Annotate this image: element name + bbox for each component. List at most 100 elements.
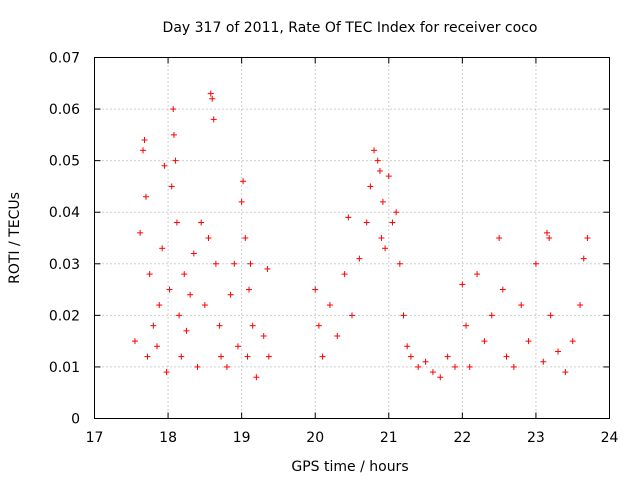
x-tick-label: 20: [306, 430, 324, 446]
data-point: [474, 271, 481, 278]
x-tick-label: 22: [453, 430, 471, 446]
data-point: [140, 147, 147, 154]
data-point: [242, 235, 249, 241]
data-point: [170, 131, 177, 138]
data-point: [190, 250, 197, 257]
data-point: [163, 369, 170, 376]
data-point: [349, 312, 355, 319]
y-tick-label: 0: [71, 412, 80, 428]
data-point: [234, 343, 241, 350]
x-tick-label: 19: [233, 430, 251, 446]
data-point: [345, 214, 352, 221]
data-point: [137, 229, 144, 236]
data-point: [371, 147, 378, 154]
data-point: [379, 198, 386, 205]
data-point: [227, 291, 234, 298]
data-point: [238, 198, 245, 205]
data-point: [312, 286, 319, 293]
x-tick-label: 23: [527, 430, 545, 446]
data-point: [247, 260, 254, 267]
data-point: [260, 332, 267, 339]
y-tick-label: 0.04: [49, 205, 80, 221]
data-point: [510, 363, 517, 370]
data-point: [168, 183, 175, 190]
data-point: [181, 271, 188, 278]
data-point: [496, 235, 503, 241]
data-point: [209, 95, 216, 102]
data-point: [463, 322, 470, 329]
data-point: [334, 332, 341, 339]
data-point: [249, 322, 256, 329]
data-point: [212, 260, 219, 267]
data-point: [525, 338, 532, 345]
data-point: [156, 302, 163, 309]
data-point: [210, 116, 217, 123]
data-point: [253, 374, 260, 381]
data-point: [396, 260, 403, 267]
data-points: [131, 90, 591, 381]
data-point: [378, 235, 385, 241]
data-point: [580, 255, 587, 262]
data-point: [264, 265, 271, 272]
data-point: [363, 219, 370, 226]
data-point: [385, 173, 392, 180]
data-point: [459, 281, 466, 288]
data-point: [540, 358, 547, 365]
data-point: [407, 353, 414, 360]
axes: 17 18 19 20 21 22 23 24 0 0.01 0.02 0.03 0.04 0.05 0.0…: [49, 51, 619, 447]
data-point: [187, 291, 194, 298]
data-point: [207, 90, 214, 97]
data-point: [170, 106, 177, 113]
data-point: [488, 312, 495, 319]
data-point: [194, 363, 201, 370]
data-point: [178, 353, 185, 360]
data-point: [429, 369, 436, 376]
data-point: [393, 209, 400, 216]
data-point: [400, 312, 407, 319]
x-axis-label: GPS time / hours: [291, 459, 408, 475]
data-point: [499, 286, 506, 293]
chart-title: Day 317 of 2011, Rate Of TEC Index for r…: [163, 20, 538, 36]
data-point: [198, 219, 205, 226]
data-point: [422, 358, 429, 365]
data-point: [201, 302, 208, 309]
data-point: [223, 363, 230, 370]
data-point: [444, 353, 451, 360]
data-point: [577, 302, 584, 309]
data-point: [205, 235, 212, 241]
data-point: [159, 245, 166, 252]
y-tick-label: 0.06: [49, 102, 80, 118]
data-point: [452, 363, 458, 370]
data-point: [415, 363, 422, 370]
data-point: [562, 369, 569, 376]
data-point: [404, 343, 411, 350]
data-point: [376, 167, 383, 174]
data-point: [389, 219, 396, 226]
y-axis-label: ROTI / TECUs: [7, 192, 23, 284]
y-tick-label: 0.07: [49, 51, 80, 67]
data-point: [172, 157, 179, 164]
x-tick-label: 17: [86, 430, 104, 446]
x-tick-label: 21: [380, 430, 398, 446]
data-point: [437, 374, 444, 381]
data-point: [374, 157, 381, 164]
data-point: [216, 322, 223, 329]
data-point: [218, 353, 225, 360]
data-point: [584, 235, 591, 241]
data-point: [176, 312, 183, 319]
data-point: [146, 271, 153, 278]
data-point: [546, 235, 553, 241]
data-point: [150, 322, 157, 329]
data-point: [131, 338, 138, 345]
data-point: [231, 260, 238, 267]
data-point: [154, 343, 161, 350]
plot-frame: [94, 57, 610, 419]
y-tick-label: 0.03: [49, 257, 80, 273]
data-point: [240, 178, 247, 185]
data-point: [265, 353, 272, 360]
data-point: [518, 302, 525, 309]
data-point: [183, 327, 190, 334]
data-point: [144, 353, 151, 360]
data-point: [532, 260, 539, 267]
data-point: [315, 322, 322, 329]
